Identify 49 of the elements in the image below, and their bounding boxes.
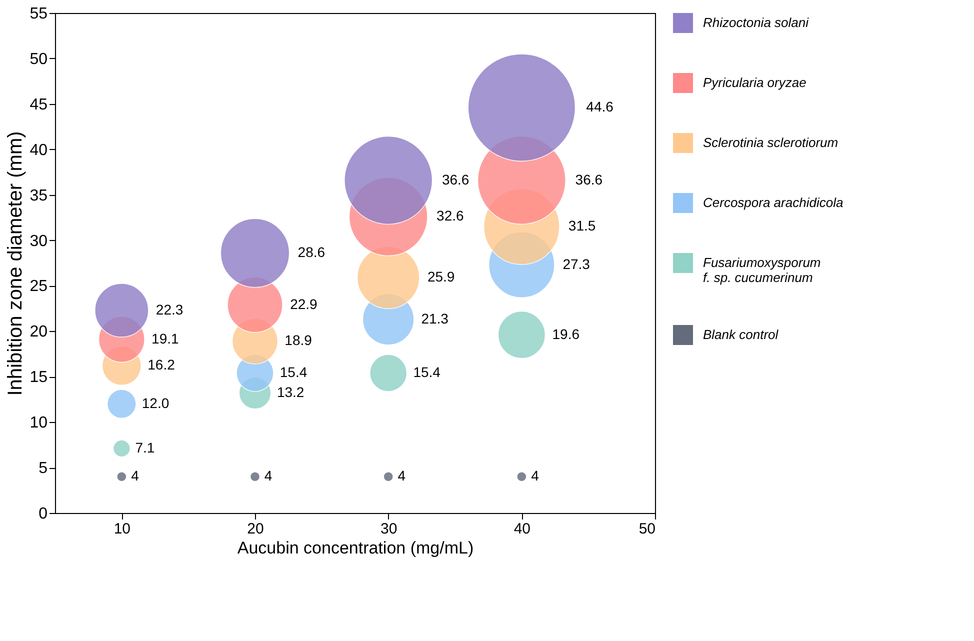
- data-label: 15.4: [280, 364, 308, 380]
- legend-label: Fusariumoxysporum f. sp. cucumerinum: [703, 255, 821, 285]
- data-label: 15.4: [413, 364, 441, 380]
- y-tick-label: 0: [38, 506, 48, 522]
- x-axis-title: Aucubin concentration (mg/mL): [237, 538, 474, 558]
- y-tick-label: 35: [30, 187, 48, 204]
- data-label: 32.6: [436, 208, 464, 224]
- y-tick-label: 20: [30, 324, 48, 341]
- legend-label: Sclerotinia sclerotiorum: [703, 135, 838, 150]
- data-label: 36.6: [575, 171, 603, 188]
- legend-label: Pyricularia oryzae: [703, 75, 806, 90]
- data-label: 18.9: [284, 332, 312, 348]
- y-tick-label: 50: [30, 50, 48, 68]
- data-label: 21.3: [421, 310, 449, 326]
- data-label: 25.9: [427, 268, 455, 285]
- data-label: 31.5: [568, 218, 596, 234]
- data-label: 36.6: [442, 171, 470, 188]
- data-label: 13.2: [276, 384, 304, 400]
- data-label: 4: [398, 468, 406, 484]
- y-tick-label: 25: [30, 278, 48, 296]
- data-label: 7.1: [135, 439, 155, 456]
- legend-label: Cercospora arachidicola: [703, 195, 844, 210]
- data-label: 44.6: [586, 98, 614, 115]
- y-tick-label: 5: [38, 460, 48, 478]
- x-tick-label: 30: [380, 520, 398, 538]
- data-label: 4: [531, 468, 540, 484]
- data-label: 12.0: [142, 394, 170, 411]
- x-tick-label: 10: [114, 520, 131, 538]
- y-tick-label: 45: [30, 96, 48, 114]
- x-tick-label: 50: [638, 520, 656, 538]
- data-label: 22.9: [290, 296, 318, 312]
- y-tick-label: 10: [30, 414, 48, 432]
- y-tick-label: 40: [30, 142, 48, 159]
- data-label: 4: [131, 468, 140, 484]
- data-label: 4: [264, 468, 272, 484]
- data-label: 28.6: [298, 244, 326, 260]
- y-tick-label: 55: [30, 6, 48, 22]
- data-label: 22.3: [156, 301, 184, 318]
- y-axis-title: Inhibition zone diameter (mm): [4, 131, 27, 396]
- data-label: 19.6: [552, 326, 580, 342]
- legend-label: Blank control: [703, 327, 780, 342]
- data-label: 19.1: [152, 330, 180, 346]
- legend-label: Rhizoctonia solani: [703, 15, 810, 30]
- data-label: 16.2: [148, 356, 176, 373]
- data-label: 27.3: [562, 256, 590, 272]
- y-tick-label: 15: [30, 369, 48, 386]
- y-tick-label: 30: [30, 232, 48, 250]
- x-tick-label: 20: [247, 520, 264, 538]
- x-tick-label: 40: [514, 520, 531, 538]
